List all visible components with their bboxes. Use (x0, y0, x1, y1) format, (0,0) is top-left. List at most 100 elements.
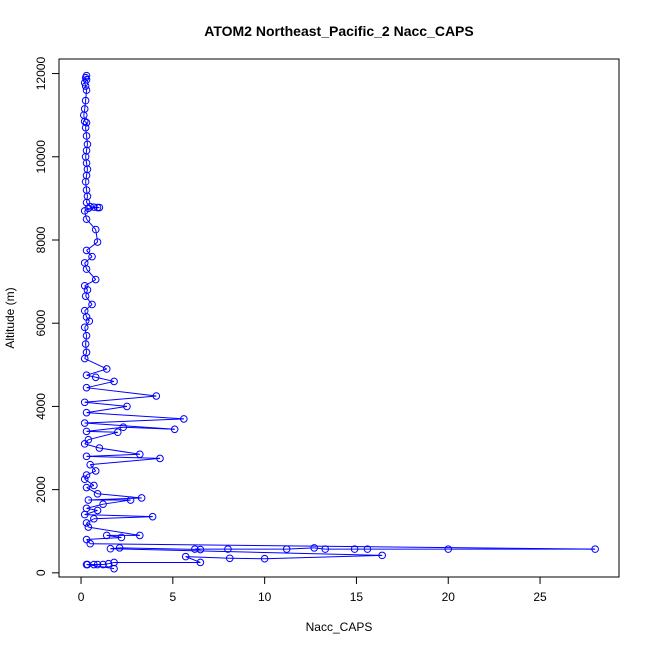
data-point (86, 539, 95, 548)
data-point (84, 496, 93, 504)
series-line-segment (85, 122, 88, 128)
data-point (350, 545, 359, 553)
series-line-segment (185, 556, 230, 559)
data-point (81, 292, 90, 300)
data-point (93, 489, 102, 498)
data-point (260, 554, 269, 563)
data-point (123, 402, 131, 411)
x-axis-label: Nacc_CAPS (306, 620, 373, 634)
y-axis-label: Altitude (m) (3, 287, 17, 348)
series-points (79, 71, 599, 573)
series-line-segment (86, 487, 98, 495)
series-line-segment (84, 304, 93, 312)
data-point (82, 371, 91, 380)
data-point (113, 428, 122, 437)
data-point (82, 215, 91, 223)
data-point (82, 383, 91, 392)
x-tick-label: 25 (533, 590, 547, 604)
data-point (321, 545, 330, 553)
data-point (80, 475, 89, 484)
data-point (81, 82, 90, 90)
series-line-segment (86, 135, 88, 145)
series-line-segment (97, 493, 142, 499)
series-line-segment (84, 439, 89, 445)
data-point (93, 506, 102, 515)
series-line-segment (84, 509, 98, 516)
series-line-segment (123, 426, 175, 430)
series-line-segment (85, 335, 88, 345)
series-line-segment (84, 418, 184, 424)
series-line-segment (86, 518, 95, 524)
series-line-segment (88, 431, 118, 441)
series-line-segment (85, 295, 93, 305)
x-tick-label: 10 (258, 590, 272, 604)
y-tick-label: 12000 (34, 57, 48, 91)
data-point (82, 427, 91, 436)
data-point (117, 533, 126, 542)
series-line-segment (86, 484, 95, 489)
series-line-segment (95, 229, 99, 243)
data-point (93, 560, 102, 569)
series-line-segment (85, 181, 88, 191)
series-line-segment (84, 285, 88, 291)
data-point (91, 373, 100, 382)
series-line-segment (99, 447, 140, 455)
series-line-segment (86, 470, 96, 476)
series-line-segment (84, 395, 157, 403)
series-line-segment (85, 90, 88, 101)
y-tick-label: 2000 (34, 476, 48, 503)
data-point (110, 564, 118, 573)
data-point (82, 408, 91, 417)
y-tick-label: 6000 (34, 310, 48, 337)
chart-title: ATOM2 Northeast_Pacific_2 Nacc_CAPS (204, 23, 473, 39)
data-point (224, 545, 232, 553)
data-point (591, 545, 599, 553)
series-line-segment (314, 547, 326, 550)
data-point (82, 519, 91, 527)
series-line-segment (86, 412, 184, 420)
series-line-segment (102, 499, 131, 505)
series-line-segment (86, 536, 122, 541)
data-point (99, 500, 107, 508)
series-line-segment (89, 464, 97, 472)
data-point (90, 481, 98, 490)
series-line-segment (84, 120, 87, 124)
data-point (80, 398, 89, 407)
series-line-segment (84, 443, 100, 449)
data-point (95, 203, 104, 212)
data-point (82, 86, 91, 95)
series-line-segment (110, 548, 383, 556)
data-point (180, 415, 188, 423)
data-point (115, 544, 124, 552)
data-point (135, 531, 144, 540)
series-line-segment (90, 543, 596, 550)
series-line-segment (86, 316, 90, 322)
data-point (80, 510, 89, 519)
data-point (444, 545, 453, 553)
data-point (102, 365, 111, 373)
series-line-segment (84, 210, 88, 220)
x-tick-label: 0 (78, 590, 85, 604)
data-point (86, 460, 95, 469)
data-point (88, 252, 96, 261)
series-line-segment (86, 380, 115, 389)
data-point (82, 265, 91, 273)
data-point (196, 545, 205, 554)
data-point (82, 471, 91, 479)
data-point (82, 483, 91, 492)
series-line-segment (84, 256, 93, 264)
series-line-segment (286, 547, 315, 550)
data-point (152, 392, 161, 400)
data-point (82, 560, 91, 569)
data-point (91, 225, 100, 234)
series-line-segment (84, 514, 153, 518)
y-tick-label: 10000 (34, 140, 48, 174)
series-line-segment (86, 453, 140, 457)
series-line-segment (85, 127, 88, 137)
series-line-segment (119, 547, 201, 551)
series-line-segment (86, 268, 97, 280)
series-line-segment (85, 343, 88, 353)
data-point (82, 452, 91, 461)
data-point (80, 207, 89, 215)
